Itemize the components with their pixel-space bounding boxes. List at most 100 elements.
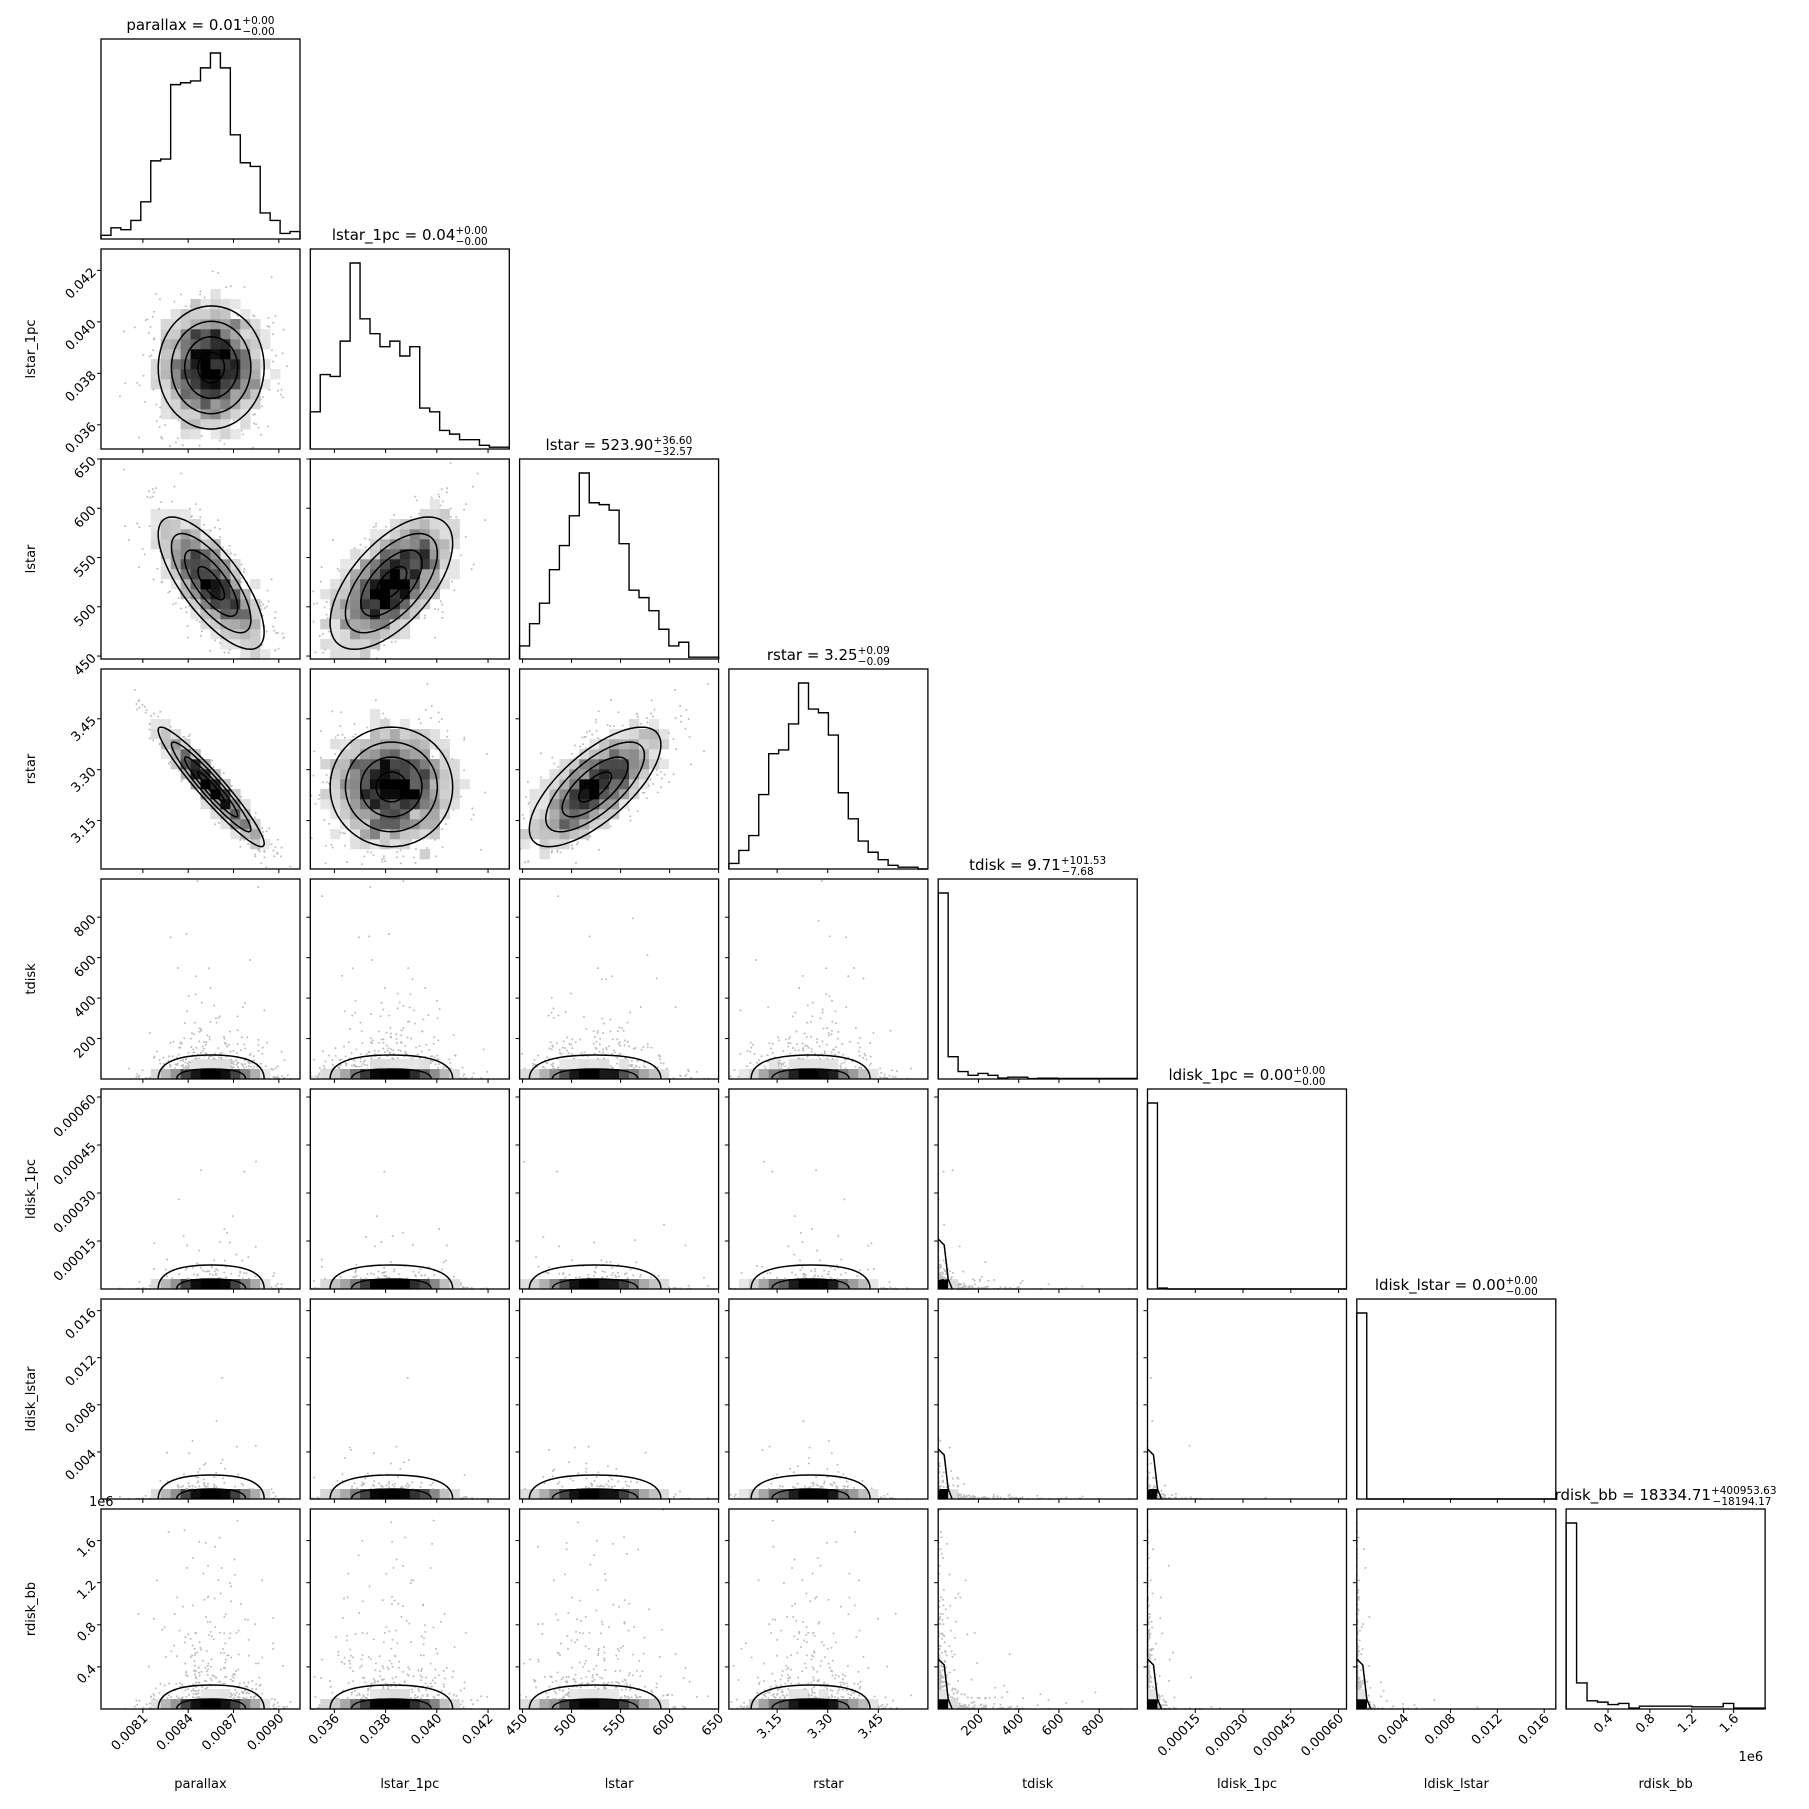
density-cell [230,589,241,600]
sample-point [784,1682,787,1685]
density-cell [190,399,201,410]
sample-point [433,608,436,611]
sample-point [601,1677,604,1680]
density-cell [948,1489,959,1500]
sample-point [223,1259,226,1262]
sample-point [649,778,652,781]
sample-point [215,1272,218,1275]
density-cell [170,1699,181,1710]
density-cell [658,1069,670,1080]
sample-point [393,1268,396,1271]
sample-point [229,1050,232,1053]
density-cell [539,849,550,860]
sample-point [879,1067,882,1070]
sample-point [451,1676,454,1679]
sample-point [162,1056,165,1059]
sample-point [786,1677,789,1680]
density-cell [180,359,191,370]
sample-point [390,1048,393,1051]
sample-point [408,1458,411,1461]
density-cell [250,609,261,620]
sample-point [331,1059,334,1062]
contour-line [183,335,239,400]
sample-point [461,1285,464,1288]
density-cell [200,1279,211,1290]
density-cell [240,1699,251,1710]
sample-point [761,1265,764,1268]
sample-point [377,649,380,652]
density-cell [210,429,221,440]
density-cell [150,1489,161,1500]
sample-point [169,1065,172,1068]
sample-point [581,1632,584,1635]
sample-point [962,1270,965,1273]
sample-point [346,1596,349,1599]
sample-point [642,1046,645,1049]
sample-point [556,1170,559,1173]
sample-point [797,1049,800,1052]
density-cell [220,1699,231,1710]
sample-point [861,1479,864,1482]
sample-point [774,1618,777,1621]
sample-point [234,1694,237,1697]
density-cell [160,749,171,760]
sample-point [174,602,177,605]
sample-point [528,1658,531,1661]
sample-point [439,1620,442,1623]
density-cell [639,759,650,770]
sample-point [592,1042,595,1045]
sample-point [359,1277,362,1280]
sample-point [958,1702,961,1705]
density-cell [429,1279,440,1290]
sample-point [972,1496,975,1499]
density-cell [419,599,430,610]
density-cell [370,729,381,740]
sample-point [585,1027,588,1030]
sample-point [459,554,462,557]
density-cell [200,339,211,350]
sample-point [776,1276,779,1279]
sample-point [217,821,220,824]
sample-point [836,1277,839,1280]
sample-point [147,1665,150,1668]
title-main: ldisk_1pc = 0.00 [1168,1066,1293,1085]
sample-point [624,1480,627,1483]
sample-point [858,1687,861,1690]
sample-point [805,1626,808,1629]
sample-point [550,1676,553,1679]
sample-point [213,1638,216,1641]
sample-point [814,1270,817,1273]
panel-frame [1356,1298,1557,1500]
sample-point [651,1691,654,1694]
density-cell [648,1699,660,1710]
sample-point [597,1687,600,1690]
sample-point [340,1661,343,1664]
sample-point [241,1006,244,1009]
density-cell [170,329,181,340]
sample-point [601,1276,604,1279]
sample-point [729,1493,732,1496]
density-cell [320,759,331,770]
sample-point [197,1476,200,1479]
sample-point [182,1234,185,1237]
sample-point [343,1457,346,1460]
density-cell [230,789,241,800]
density-cell [399,819,411,830]
sample-point [388,1486,391,1489]
density-cell [579,1059,590,1070]
sample-point [182,1485,185,1488]
sample-point [566,1036,569,1039]
sample-point [336,734,339,737]
sample-point [383,1051,386,1054]
sample-point [555,1042,558,1045]
sample-point [199,1051,202,1054]
sample-point [225,1276,228,1279]
sample-point [576,841,579,844]
sample-point [605,1261,608,1264]
contour-line [329,726,454,848]
sample-point [858,1054,861,1057]
sample-point [373,1480,376,1483]
sample-point [276,1076,279,1079]
sample-point [577,1472,580,1475]
sample-point [203,1598,206,1601]
